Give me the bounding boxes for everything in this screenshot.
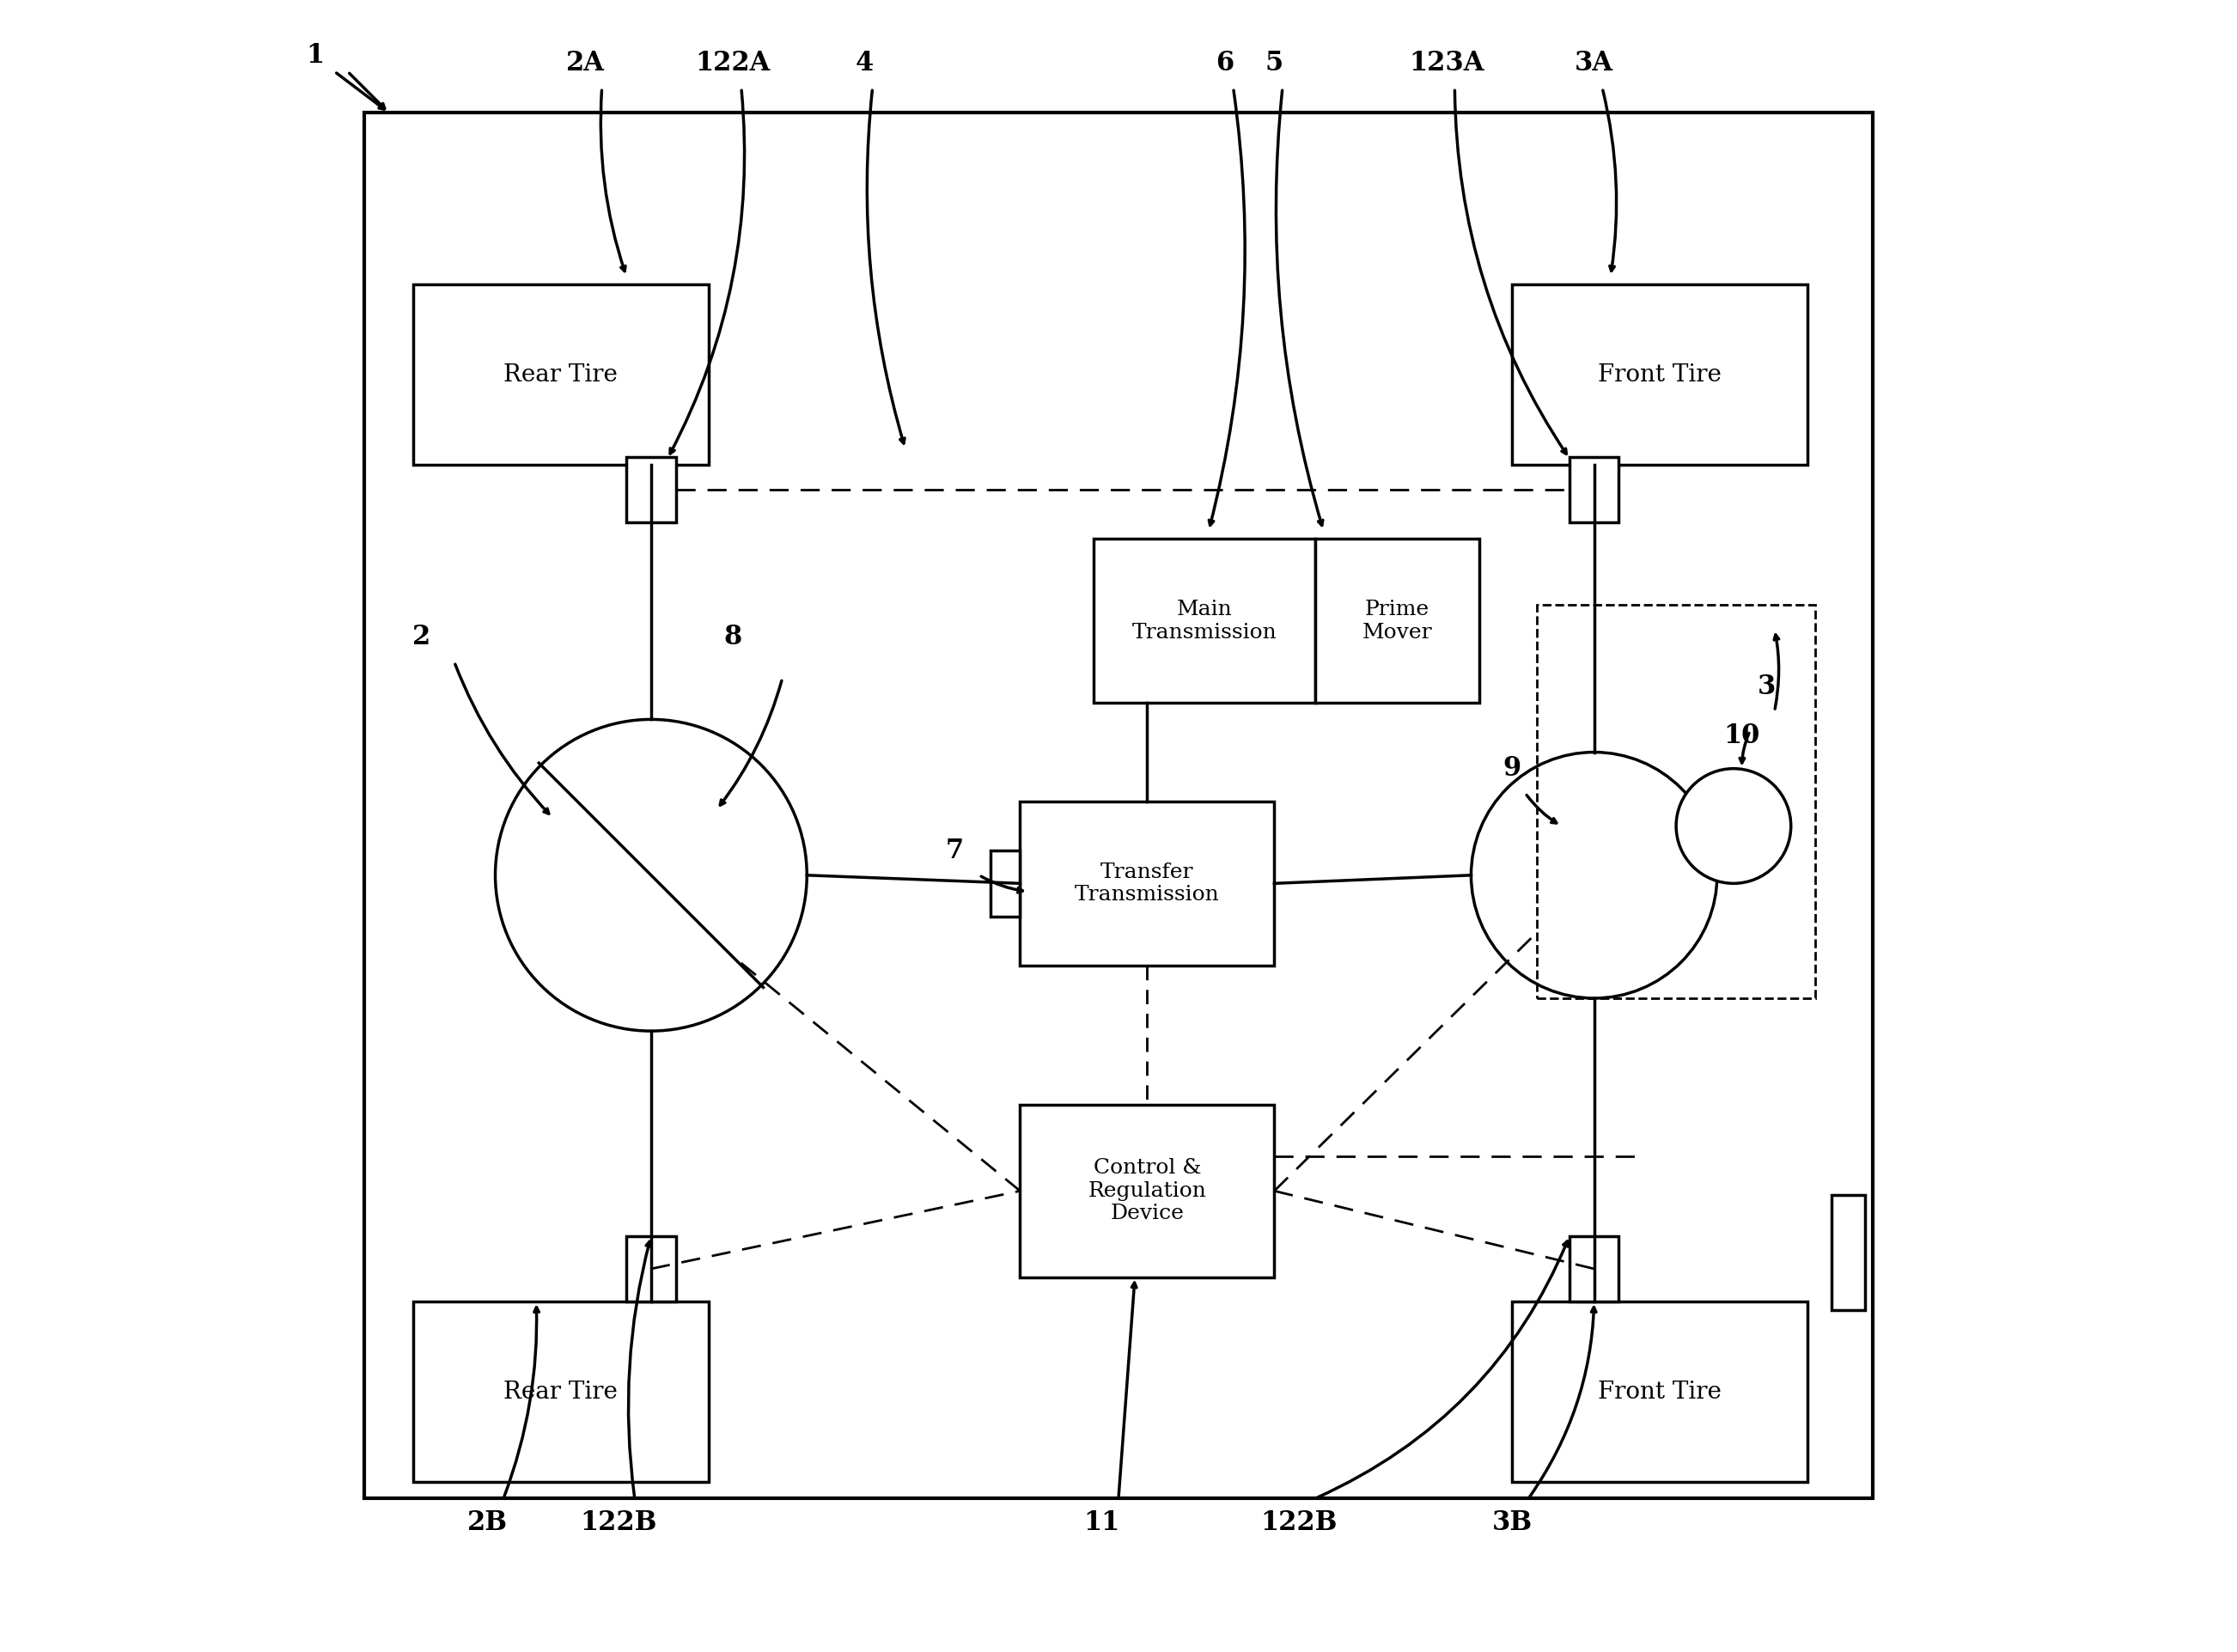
Text: 122A: 122A: [696, 50, 770, 76]
Circle shape: [494, 719, 808, 1031]
Text: 122B: 122B: [1259, 1510, 1338, 1536]
Bar: [414, 1302, 709, 1482]
Bar: [1094, 539, 1315, 704]
Bar: [1832, 1194, 1866, 1310]
Text: Control &
Regulation
Device: Control & Regulation Device: [1087, 1158, 1206, 1224]
Bar: [1512, 284, 1807, 466]
Bar: [414, 284, 709, 466]
Text: 1: 1: [306, 41, 324, 68]
Bar: [1020, 1105, 1275, 1277]
Text: 2B: 2B: [468, 1510, 508, 1536]
Text: 122B: 122B: [579, 1510, 658, 1536]
Bar: [1315, 539, 1479, 704]
Bar: [1537, 605, 1816, 998]
Text: 3A: 3A: [1575, 50, 1613, 76]
Circle shape: [1676, 768, 1792, 884]
Bar: [365, 112, 1872, 1498]
Text: 4: 4: [855, 50, 872, 76]
Text: 123A: 123A: [1409, 50, 1483, 76]
Text: 11: 11: [1085, 1510, 1121, 1536]
Text: 2: 2: [412, 624, 430, 651]
Bar: [626, 1236, 676, 1302]
Text: Main
Transmission: Main Transmission: [1132, 600, 1277, 643]
Text: Prime
Mover: Prime Mover: [1362, 600, 1432, 643]
Text: Front Tire: Front Tire: [1597, 363, 1722, 387]
Text: Rear Tire: Rear Tire: [503, 1379, 617, 1404]
Text: 9: 9: [1503, 755, 1521, 781]
Text: Transfer
Transmission: Transfer Transmission: [1074, 862, 1219, 905]
Text: 3: 3: [1756, 674, 1776, 700]
Bar: [1570, 458, 1620, 522]
Text: 3B: 3B: [1492, 1510, 1532, 1536]
Bar: [626, 458, 676, 522]
Text: Rear Tire: Rear Tire: [503, 363, 617, 387]
Bar: [1570, 1236, 1620, 1302]
Bar: [1020, 801, 1275, 965]
Text: 6: 6: [1217, 50, 1235, 76]
Text: Front Tire: Front Tire: [1597, 1379, 1722, 1404]
Circle shape: [1472, 752, 1718, 998]
Text: 8: 8: [725, 624, 743, 651]
Bar: [1512, 1302, 1807, 1482]
Text: 2A: 2A: [566, 50, 604, 76]
Bar: [991, 851, 1020, 917]
Text: 7: 7: [946, 838, 964, 864]
Text: 10: 10: [1722, 722, 1761, 748]
Text: 5: 5: [1266, 50, 1284, 76]
